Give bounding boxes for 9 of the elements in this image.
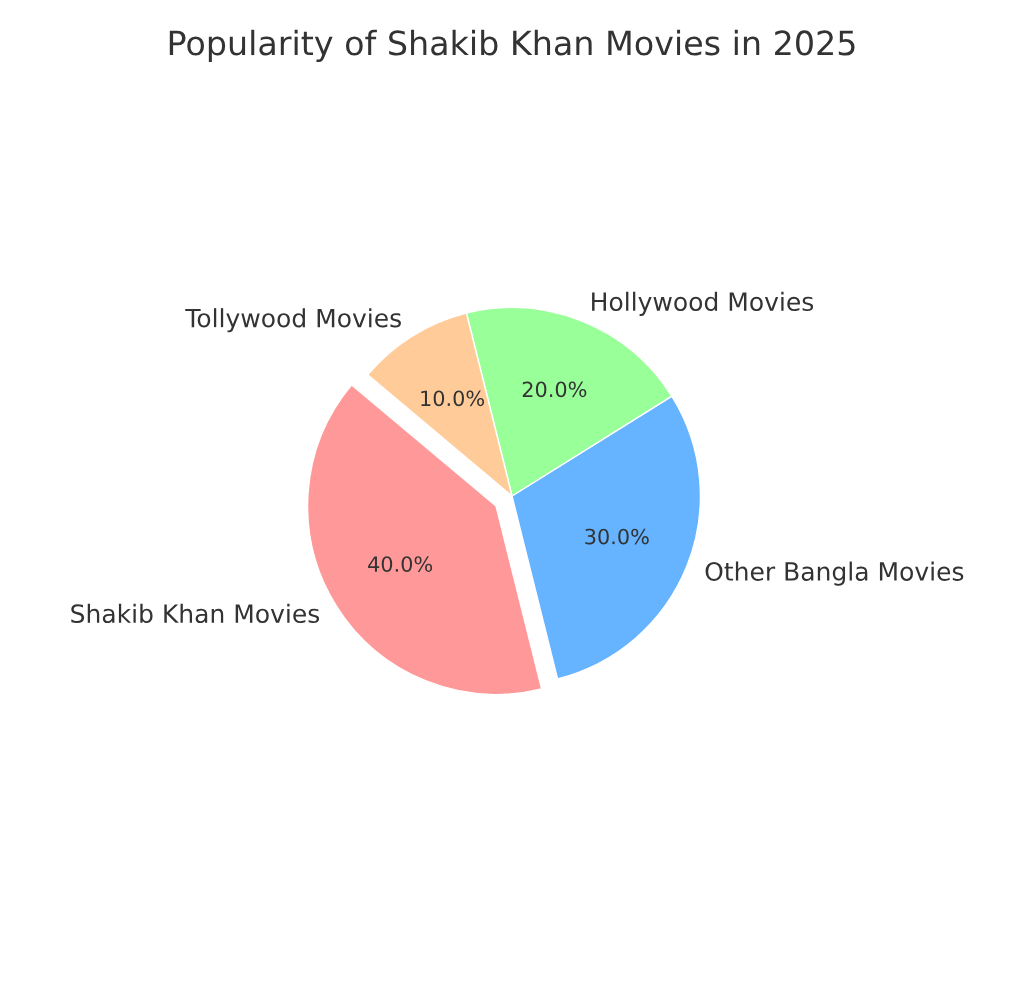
chart-title: Popularity of Shakib Khan Movies in 2025 <box>169 29 855 63</box>
data-label: 10.0% <box>421 390 485 407</box>
slice-label: Other Bangla Movies <box>705 561 964 586</box>
data-label: 20.0% <box>522 381 587 398</box>
slice-label: Hollywood Movies <box>592 291 814 316</box>
slice-label: Shakib Khan Movies <box>71 603 320 624</box>
slice-label: Tollywood Movies <box>185 308 401 333</box>
data-label: 30.0% <box>585 528 649 545</box>
data-label: 40.0% <box>368 556 433 572</box>
